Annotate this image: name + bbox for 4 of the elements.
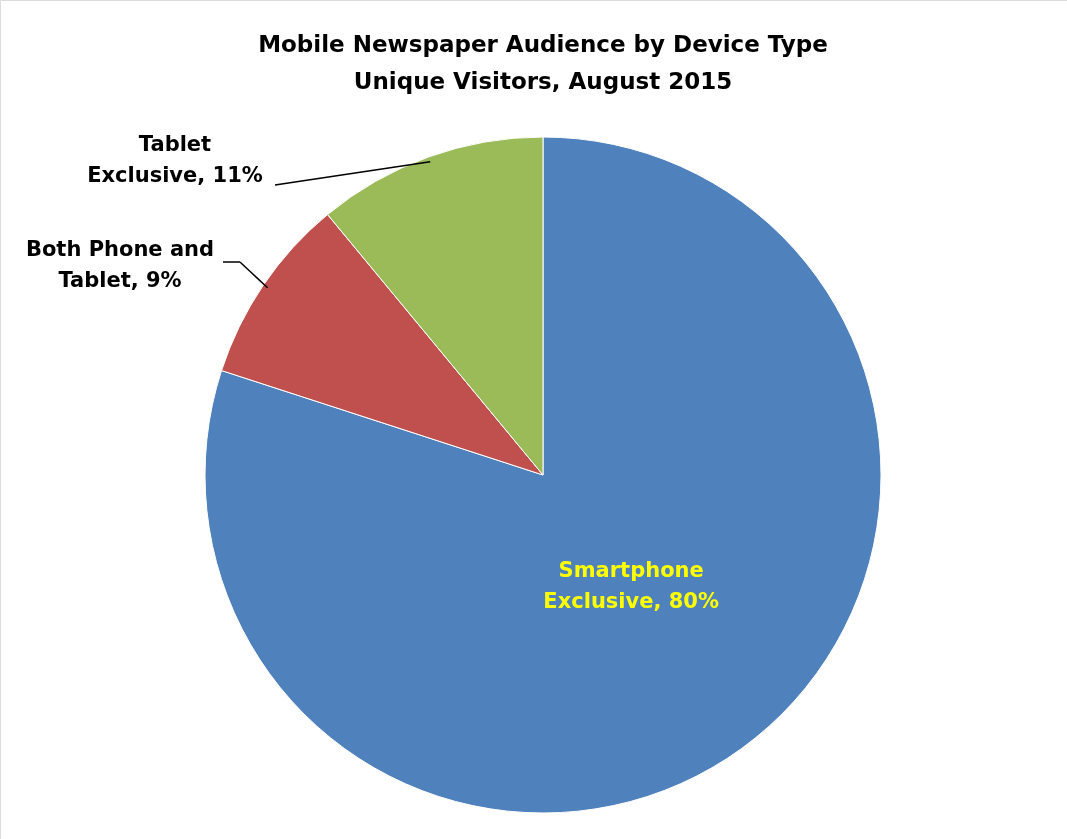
- slice-label: Tablet Exclusive, 11%: [87, 131, 263, 187]
- slice-label: Both Phone and Tablet, 9%: [25, 236, 215, 292]
- chart-title: Mobile Newspaper Audience by Device Type Unique Visitors, August 2015: [258, 31, 828, 94]
- slice-label: Smartphone Exclusive, 80%: [543, 557, 719, 613]
